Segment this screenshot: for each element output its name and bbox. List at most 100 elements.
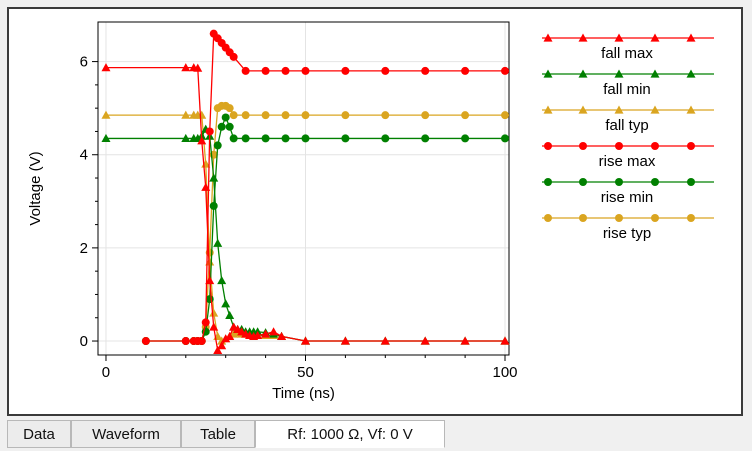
data-point (461, 66, 470, 75)
data-point (213, 345, 223, 354)
legend-marker (615, 142, 623, 150)
data-point (341, 111, 350, 120)
data-point (261, 111, 270, 120)
data-point (341, 66, 350, 75)
data-point (281, 111, 290, 120)
legend-marker (651, 214, 659, 222)
data-point (261, 329, 271, 338)
data-point (225, 331, 235, 340)
legend-marker (650, 69, 660, 78)
plot-area (98, 22, 509, 355)
data-point (181, 133, 191, 143)
data-point (277, 331, 287, 340)
legend-marker (579, 142, 587, 150)
data-point (101, 133, 111, 143)
legend-marker (650, 105, 660, 114)
plot-border (97, 21, 510, 356)
data-point (381, 134, 390, 143)
legend-marker (614, 69, 624, 78)
legend-marker (579, 178, 587, 186)
data-point (209, 308, 219, 317)
y-tick-label: 2 (80, 240, 88, 257)
x-tick-label: 50 (297, 364, 314, 381)
data-point (241, 66, 250, 75)
data-point (229, 134, 238, 143)
data-point (205, 275, 215, 285)
legend-marker (651, 178, 659, 186)
chart-panel: 0 50 100 0 2 4 6 Time (ns) Voltage (V) fall max fa… (7, 7, 743, 416)
data-point (381, 111, 390, 120)
data-point (421, 66, 430, 75)
data-point (209, 173, 219, 182)
data-point (241, 111, 250, 120)
data-point (501, 111, 510, 120)
tab-data[interactable]: Data (7, 420, 71, 448)
legend-marker (543, 105, 553, 114)
data-point (221, 113, 230, 122)
data-point (501, 134, 510, 143)
data-point (181, 63, 191, 72)
data-point (201, 182, 211, 191)
data-point (261, 134, 270, 143)
legend-marker (686, 33, 696, 42)
legend-marker (543, 33, 553, 42)
legend-marker (578, 105, 588, 114)
data-point (460, 336, 470, 345)
legend-marker (615, 178, 623, 186)
legend-marker (651, 142, 659, 150)
data-point (421, 111, 430, 120)
data-point (221, 299, 231, 308)
data-point (420, 336, 430, 345)
data-point (217, 275, 227, 285)
data-point (213, 238, 223, 247)
data-point (253, 330, 263, 340)
tab-waveform[interactable]: Waveform (71, 420, 181, 448)
legend-label: fall max (601, 45, 653, 62)
data-point (225, 310, 235, 320)
data-point (141, 337, 150, 346)
legend-marker (544, 214, 552, 222)
y-axis-label: Voltage (V) (27, 151, 44, 225)
data-point (229, 111, 238, 120)
data-point (197, 337, 206, 346)
data-point (181, 337, 190, 346)
data-point (500, 336, 510, 345)
data-point (213, 141, 222, 150)
legend-label: fall typ (605, 117, 648, 134)
data-point (209, 322, 219, 331)
data-point (225, 104, 234, 113)
legend-marker (686, 69, 696, 78)
legend-marker (687, 142, 695, 150)
legend-marker (650, 33, 660, 42)
data-point (197, 110, 207, 119)
data-point (340, 336, 350, 345)
legend-label: fall min (603, 81, 651, 98)
data-point (501, 66, 510, 75)
data-point (197, 136, 207, 145)
data-point (301, 111, 310, 120)
data-point (225, 122, 234, 131)
legend-marker (686, 105, 696, 114)
data-point (261, 66, 270, 75)
tab-bar: Data Waveform Table Rf: 1000 Ω, Vf: 0 V (7, 420, 745, 448)
tab-conditions[interactable]: Rf: 1000 Ω, Vf: 0 V (255, 420, 445, 448)
data-point (193, 63, 203, 72)
data-point (221, 334, 231, 343)
tab-table[interactable]: Table (181, 420, 255, 448)
legend-marker (543, 69, 553, 78)
x-tick-label: 100 (492, 364, 517, 381)
legend-marker (687, 178, 695, 186)
y-tick-label: 0 (80, 333, 88, 350)
data-point (301, 134, 310, 143)
data-point (101, 63, 111, 72)
data-point (380, 336, 390, 345)
x-axis-label: Time (ns) (272, 385, 335, 402)
legend-label: rise typ (603, 225, 651, 242)
legend-marker (578, 69, 588, 78)
data-point (229, 52, 238, 61)
data-point (201, 318, 210, 327)
data-point (181, 110, 191, 119)
legend-marker (578, 33, 588, 42)
legend-label: rise max (599, 153, 656, 170)
data-point (461, 111, 470, 120)
